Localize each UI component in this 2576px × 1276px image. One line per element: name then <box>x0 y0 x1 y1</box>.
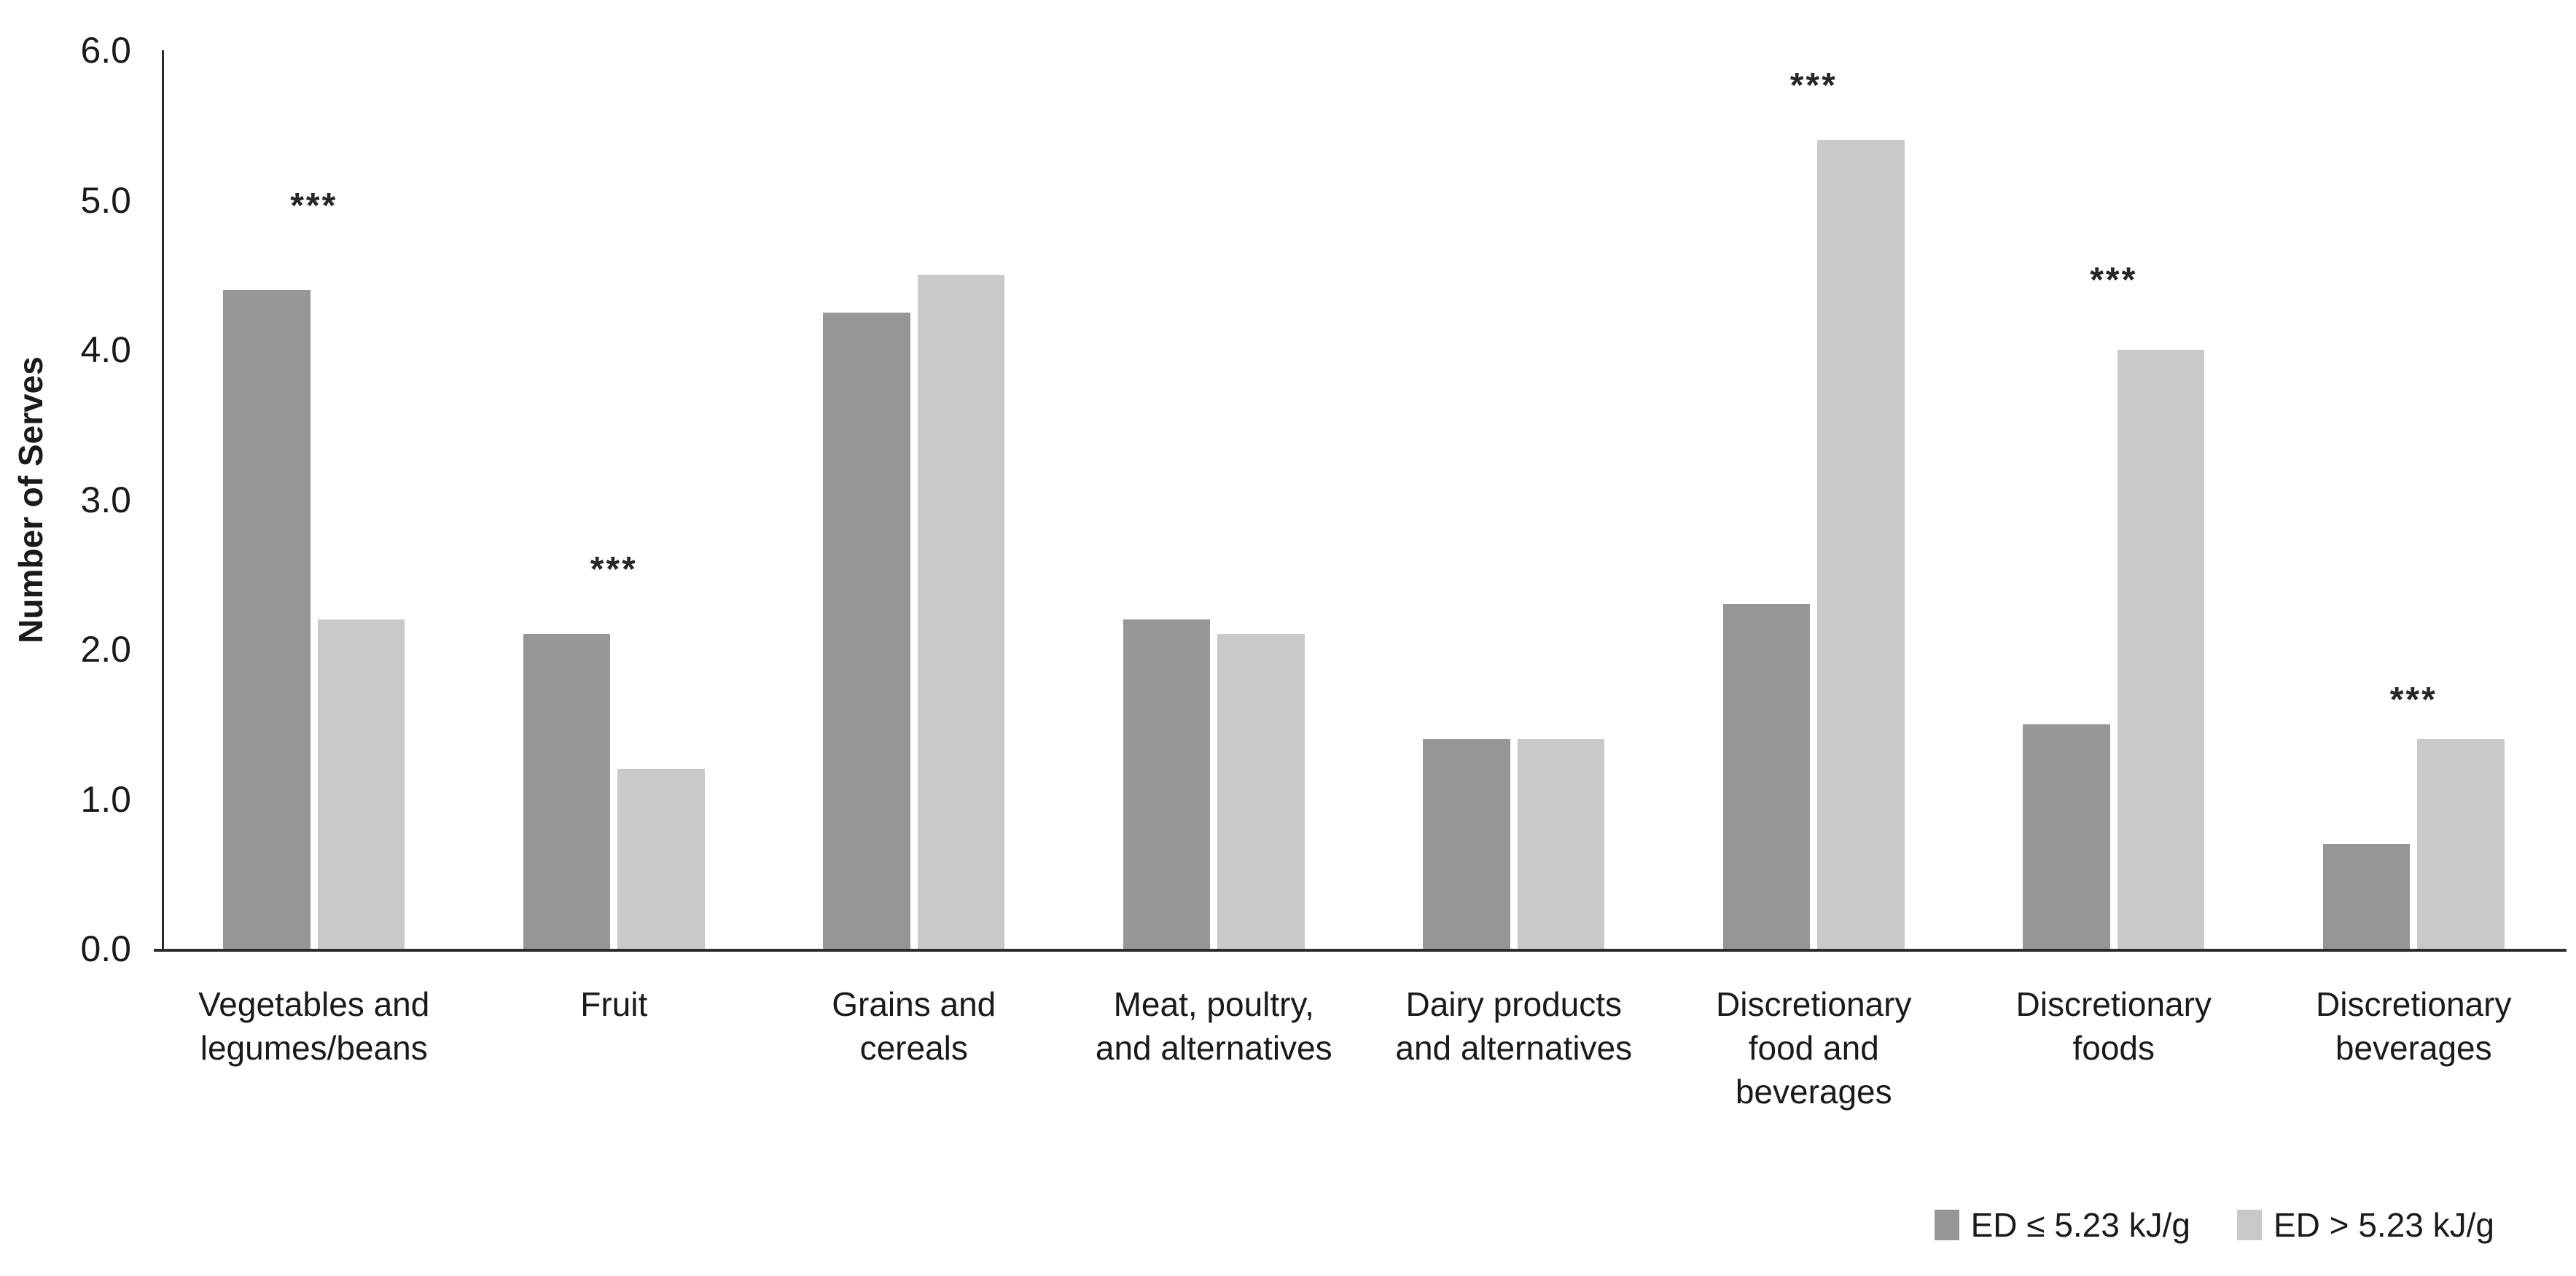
category-label: Fruit <box>580 985 648 1023</box>
category-labels-layer: Vegetables and legumes/beans Fruit Grains … <box>164 982 2564 1157</box>
category-label: Meat, poultry, and alternatives <box>1095 985 1332 1067</box>
category-label: Discretionary beverages <box>2316 985 2512 1067</box>
category-label: Discretionary foods <box>2015 985 2212 1067</box>
y-tick-label: 1.0 <box>80 778 131 820</box>
legend-item: ED > 5.23 kJ/g <box>2237 1206 2494 1244</box>
legend-swatch-icon <box>1934 1210 1959 1240</box>
bar-light-series <box>917 275 1005 949</box>
bar-light-series <box>317 619 405 949</box>
y-tick-label: 3.0 <box>80 479 131 520</box>
legend-swatch-icon <box>2237 1210 2262 1240</box>
y-tick-label: 0.0 <box>80 928 131 969</box>
y-tick-label: 5.0 <box>80 179 131 221</box>
bar-light-series <box>2117 350 2205 949</box>
bar-dark-series <box>223 289 311 949</box>
bar-light-series <box>2417 739 2505 949</box>
plot-area: *** *** *** *** *** <box>154 50 2567 952</box>
significance-marker: *** <box>2389 680 2438 719</box>
bar-dark-series <box>823 312 910 949</box>
legend-label: ED ≤ 5.23 kJ/g <box>1970 1206 2190 1244</box>
y-axis-line <box>162 50 164 951</box>
x-axis-line <box>154 949 2567 952</box>
bar-dark-series <box>1722 604 1811 949</box>
significance-marker: *** <box>2090 261 2138 300</box>
legend: ED ≤ 5.23 kJ/g ED > 5.23 kJ/g <box>1934 1206 2494 1244</box>
bar-light-series <box>1217 634 1305 949</box>
bar-dark-series <box>1123 619 1211 949</box>
category-label: Grains and cereals <box>832 985 996 1067</box>
significance-marker: *** <box>1789 66 1838 106</box>
bar-light-series <box>1817 140 1905 949</box>
y-tick-label: 2.0 <box>80 629 131 670</box>
bar-dark-series <box>2023 724 2110 949</box>
significance-marker: *** <box>590 549 638 589</box>
bar-dark-series <box>1423 739 1510 949</box>
y-tick-labels-layer: 0.0 1.0 2.0 3.0 4.0 5.0 6.0 <box>0 0 131 1276</box>
category-label: Discretionary food and beverages <box>1716 985 1912 1111</box>
bar-light-series <box>617 769 705 949</box>
bar-light-series <box>1517 739 1605 949</box>
bar-dark-series <box>523 634 611 949</box>
legend-label: ED > 5.23 kJ/g <box>2273 1206 2494 1244</box>
y-tick-label: 4.0 <box>80 329 131 370</box>
category-label: Dairy products and alternatives <box>1395 985 1633 1067</box>
bar-dark-series <box>2322 844 2411 949</box>
category-label: Vegetables and legumes/beans <box>198 985 430 1067</box>
legend-item: ED ≤ 5.23 kJ/g <box>1934 1206 2190 1244</box>
y-tick-label: 6.0 <box>80 30 131 71</box>
significance-marker: *** <box>290 186 338 225</box>
